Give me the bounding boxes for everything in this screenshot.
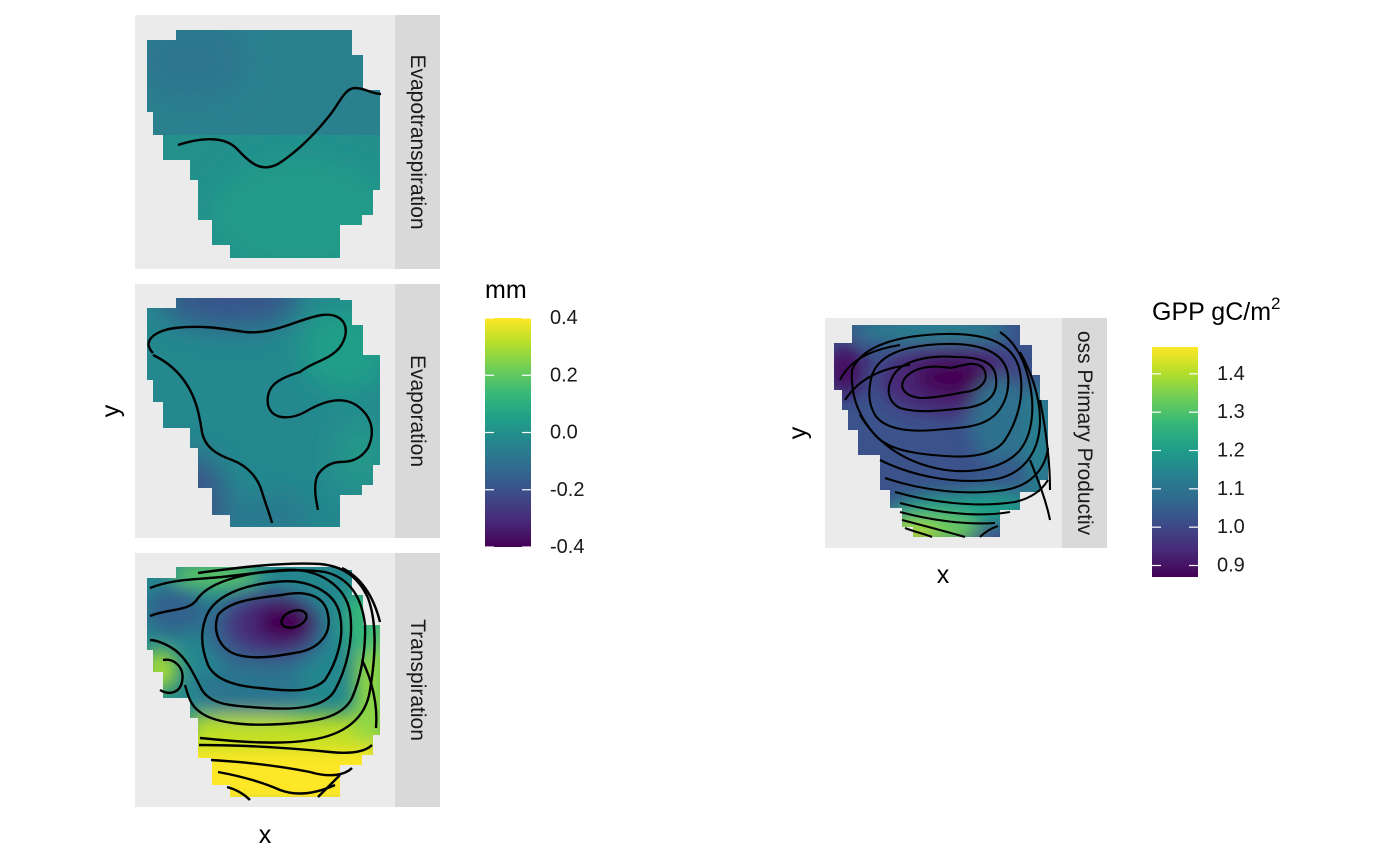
contour-line xyxy=(904,527,933,538)
contour-line xyxy=(360,659,378,729)
strip-label: Evaporation xyxy=(406,355,429,467)
colorbar-label: 1.0 xyxy=(1217,516,1245,538)
colorbar-label: 1.2 xyxy=(1217,440,1245,462)
legend-title: mm xyxy=(485,276,527,304)
contour-line xyxy=(159,658,184,694)
colorbar-label: 0.0 xyxy=(550,422,578,444)
contour-line xyxy=(147,313,373,511)
colorbar-label: -0.2 xyxy=(550,479,584,501)
colorbar-label: 1.1 xyxy=(1217,478,1245,500)
contour-line xyxy=(844,363,911,401)
contour-line xyxy=(868,342,1010,432)
contour-line xyxy=(280,609,308,629)
colorbar-ticks: 1.4 1.3 1.2 1.1 1.0 0.9 xyxy=(1152,363,1245,577)
legend-title-superscript: 2 xyxy=(1271,294,1280,313)
contour-lines xyxy=(147,313,373,524)
contour-line xyxy=(177,86,382,169)
panel-gpp: oss Primary Productiv xyxy=(825,318,1107,548)
contour-lines xyxy=(177,86,382,169)
contour-line xyxy=(884,447,1050,494)
contour-line xyxy=(149,568,353,710)
x-axis-title: x xyxy=(937,561,950,589)
colorbar-label: -0.4 xyxy=(550,536,584,558)
contour-line xyxy=(899,501,1011,516)
contour-line xyxy=(197,562,376,744)
contour-line xyxy=(879,351,1042,482)
contour-lines xyxy=(149,562,382,801)
strip xyxy=(395,15,440,269)
colorbar-label: 0.4 xyxy=(550,307,578,329)
contour-line xyxy=(214,592,330,659)
contour-line xyxy=(217,770,336,795)
colorbar-label: 0.9 xyxy=(1217,555,1245,577)
contour-line xyxy=(894,479,1049,506)
contour-line xyxy=(979,525,999,538)
contour-line xyxy=(1038,399,1052,491)
contour-line xyxy=(859,331,1034,473)
colorbar xyxy=(1152,347,1198,577)
contour-line xyxy=(1029,459,1052,521)
colorbar-ticks: 0.4 0.2 0.0 -0.2 -0.4 xyxy=(485,307,584,558)
contour-line xyxy=(152,353,274,524)
contour-line xyxy=(200,580,343,692)
colorbar-label: 1.3 xyxy=(1217,401,1245,423)
panel-transpiration: Transpiration xyxy=(135,553,440,807)
legend-title: GPP gC/m2 xyxy=(1152,294,1281,326)
legend-title-main: GPP gC/m xyxy=(1152,298,1271,326)
chart-right-gpp: oss Primary Productiv x y GPP gC/m2 1.41… xyxy=(784,294,1281,589)
strip xyxy=(395,553,440,807)
facet-chart-left: Evapotranspiration Evaporation xyxy=(97,15,584,849)
y-axis-title: y xyxy=(97,404,125,417)
contour-line xyxy=(341,566,382,623)
contour-line xyxy=(198,743,373,754)
strip xyxy=(395,284,440,538)
panel-evapotranspiration: Evapotranspiration xyxy=(135,15,440,269)
colorbar-label: 1.4 xyxy=(1217,363,1245,385)
contour-line xyxy=(317,774,341,798)
strip-label: Evapotranspiration xyxy=(406,54,429,229)
strip-label: Transpiration xyxy=(406,619,429,741)
legend-gpp: GPP gC/m2 1.4 1.3 1.2 1.1 1.0 0.9 xyxy=(1152,294,1281,577)
contour-lines xyxy=(839,331,1052,539)
panel-evaporation: Evaporation xyxy=(135,284,440,538)
contour-line xyxy=(839,343,901,381)
contour-line xyxy=(210,758,353,777)
contour-line xyxy=(226,785,251,801)
contour-line xyxy=(901,362,987,400)
x-axis-title: x xyxy=(259,821,272,849)
strip xyxy=(1062,318,1107,548)
y-axis-title: y xyxy=(784,426,812,439)
contour-line xyxy=(901,518,966,539)
contour-line xyxy=(887,355,998,413)
contour-line xyxy=(899,510,996,525)
colorbar-label: 0.2 xyxy=(550,364,578,386)
legend-mm: mm 0.4 0.2 0.0 -0.2 -0.4 xyxy=(485,276,584,558)
strip-label: oss Primary Productiv xyxy=(1073,331,1096,536)
